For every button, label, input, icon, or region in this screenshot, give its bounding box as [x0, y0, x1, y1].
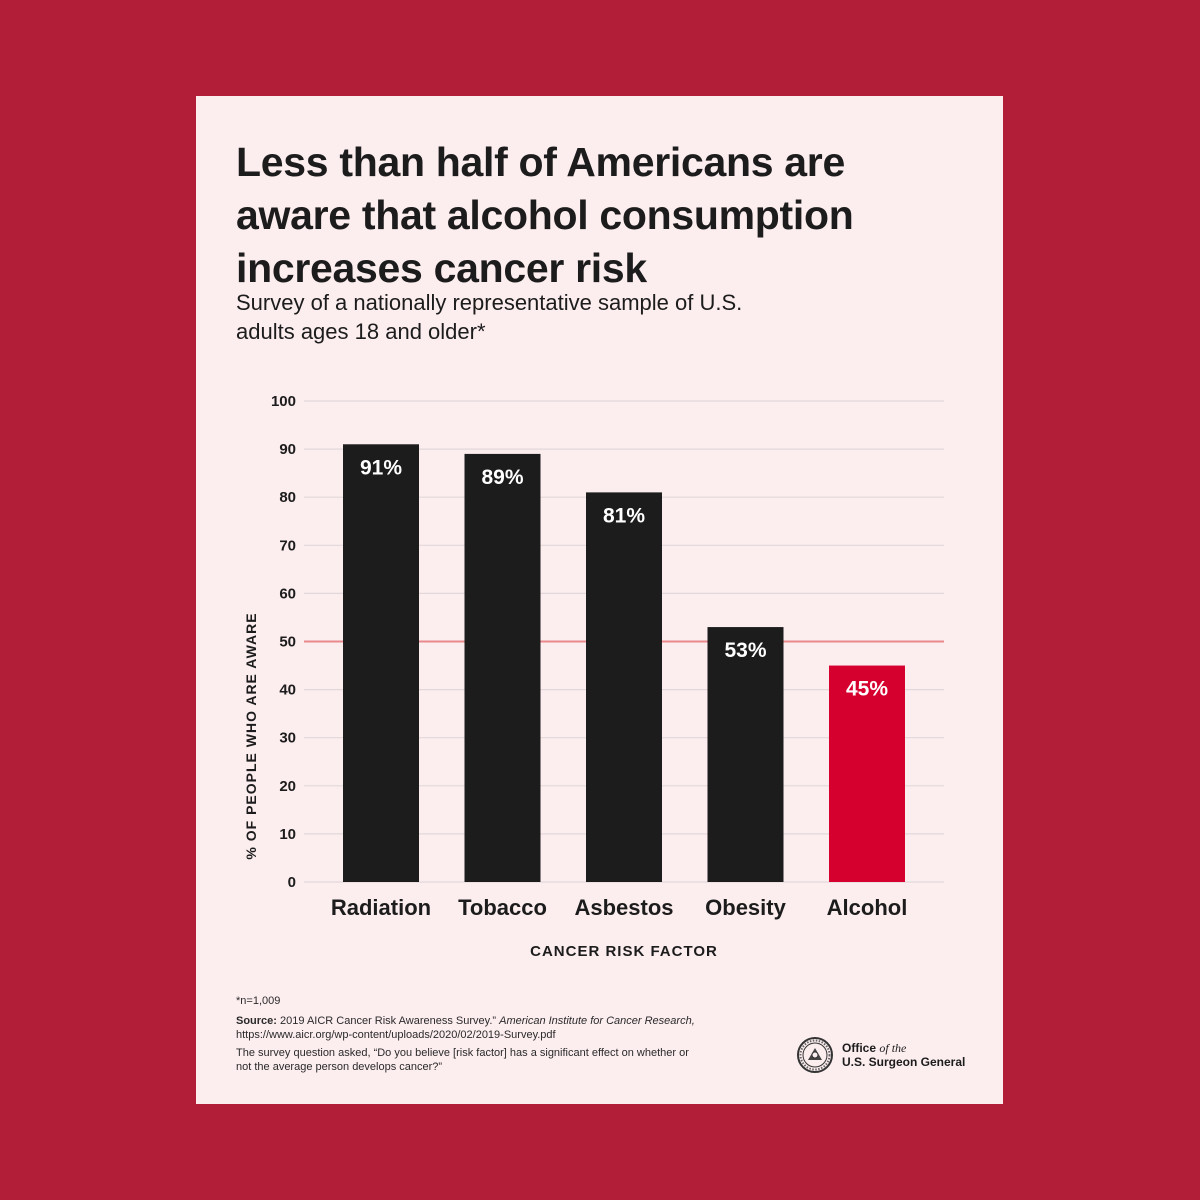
- x-tick-label: Radiation: [331, 895, 431, 920]
- x-tick-labels: Radiation Tobacco Asbestos Obesity Alcohol: [331, 895, 907, 920]
- y-axis-label: % OF PEOPLE WHO ARE AWARE: [243, 612, 259, 859]
- y-tick-label: 100: [271, 393, 296, 410]
- source-text: 2019 AICR Cancer Risk Awareness Survey.”: [276, 1015, 500, 1027]
- y-tick-label: 10: [279, 826, 296, 843]
- x-tick-label: Alcohol: [827, 895, 908, 920]
- y-tick-label: 50: [279, 634, 296, 651]
- seal-icon: [797, 1037, 833, 1073]
- y-tick-label: 0: [288, 874, 296, 891]
- data-label: 89%: [481, 466, 523, 489]
- bars: [343, 444, 905, 882]
- x-tick-label: Tobacco: [458, 895, 547, 920]
- bar-tobacco: [464, 453, 541, 882]
- sample-size-note: *n=1,009: [236, 995, 281, 1007]
- page-subtitle: Survey of a nationally representative sa…: [236, 290, 743, 344]
- data-label: 53%: [724, 639, 766, 662]
- bar-radiation: [343, 444, 419, 882]
- bar-chart: 0 10 20 30 40 50 60 70 80 90 100 91% 89% 81% 53% 45% R…: [243, 393, 944, 960]
- y-tick-label: 30: [279, 730, 296, 747]
- logo-line1: Office: [842, 1041, 877, 1055]
- source-publisher: American Institute for Cancer Research,: [499, 1015, 695, 1027]
- bar-asbestos: [586, 492, 662, 882]
- y-tick-label: 20: [279, 778, 296, 795]
- y-tick-label: 90: [279, 441, 296, 458]
- source-label: Source:: [236, 1015, 277, 1027]
- bar-obesity: [707, 627, 784, 882]
- bar-alcohol: [829, 665, 905, 882]
- x-tick-label: Obesity: [705, 895, 786, 920]
- surgeon-general-logo: Office of the U.S. Surgeon General: [796, 1036, 965, 1074]
- data-label: 91%: [360, 456, 402, 479]
- logo-line1-italic: of the: [879, 1041, 907, 1055]
- page-title: Less than half of Americans are aware th…: [236, 139, 854, 291]
- x-axis-label: CANCER RISK FACTOR: [530, 943, 718, 960]
- logo-line2: U.S. Surgeon General: [842, 1055, 966, 1069]
- y-tick-label: 60: [279, 585, 296, 602]
- source-url[interactable]: https://www.aicr.org/wp-content/uploads/…: [236, 1029, 556, 1041]
- x-tick-label: Asbestos: [574, 895, 673, 920]
- y-tick-label: 80: [279, 489, 296, 506]
- data-labels: 91% 89% 81% 53% 45%: [360, 456, 888, 700]
- y-tick-label: 40: [279, 682, 296, 699]
- survey-question-note: The survey question asked, “Do you belie…: [236, 1047, 689, 1073]
- data-label: 81%: [603, 504, 645, 527]
- infographic-card: Less than half of Americans are aware th…: [196, 96, 1003, 1104]
- y-tick-labels: 0 10 20 30 40 50 60 70 80 90 100: [271, 393, 296, 891]
- source-note: Source: 2019 AICR Cancer Risk Awareness …: [236, 1014, 706, 1042]
- y-tick-label: 70: [279, 537, 296, 554]
- data-label: 45%: [846, 678, 888, 701]
